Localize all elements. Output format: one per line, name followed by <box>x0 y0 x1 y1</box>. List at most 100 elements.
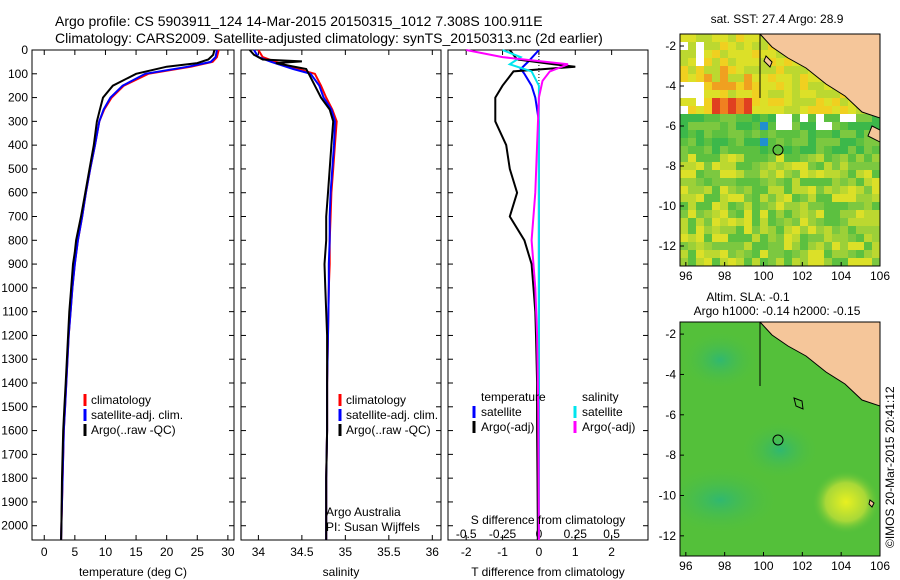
sst-cell <box>856 178 864 186</box>
sst-cell <box>776 234 784 242</box>
map-x-tick-label: 100 <box>753 269 773 283</box>
sst-cell <box>704 226 712 234</box>
map-y-tick-label: -12 <box>659 239 677 253</box>
sst-cell <box>856 234 864 242</box>
sst-cell <box>736 106 744 114</box>
sst-cell <box>824 90 832 98</box>
sst-map-ticks: 96 98 100 102 104 106 -2 -4 -6 -8 -10 -12 <box>659 39 891 283</box>
sst-cell <box>832 186 840 194</box>
sst-cell <box>696 226 704 234</box>
map-y-tick-label: -10 <box>659 488 677 502</box>
sst-map <box>680 34 880 266</box>
sst-cell <box>776 218 784 226</box>
sla-map <box>680 322 880 556</box>
sst-cell <box>752 50 760 58</box>
sst-cell <box>832 114 840 122</box>
sst-cell <box>704 42 712 50</box>
sst-cell <box>744 146 752 154</box>
sst-cell <box>704 58 712 66</box>
sst-cell <box>760 50 768 58</box>
sst-cell <box>768 122 776 130</box>
sst-cell <box>688 138 696 146</box>
sst-cell <box>752 138 760 146</box>
sst-cell <box>696 66 704 74</box>
sst-cell <box>824 154 832 162</box>
sst-cell <box>736 34 744 42</box>
sst-cell <box>720 42 728 50</box>
sst-cell <box>688 202 696 210</box>
sst-cell <box>696 42 704 50</box>
sst-cell <box>864 258 872 266</box>
salinity-xlabel: salinity <box>323 565 360 579</box>
sst-cell <box>784 210 792 218</box>
sst-cell <box>784 114 792 122</box>
sla-map-title-2: Argo h1000: -0.14 h2000: -0.15 <box>694 304 861 318</box>
sst-cell <box>760 130 768 138</box>
sst-cell <box>760 90 768 98</box>
sst-cell <box>776 58 784 66</box>
sst-cell <box>736 146 744 154</box>
sst-cell <box>704 154 712 162</box>
sst-cell <box>744 138 752 146</box>
sst-cell <box>680 90 688 98</box>
sst-cell <box>728 210 736 218</box>
sst-cell <box>704 234 712 242</box>
sst-cell <box>800 202 808 210</box>
sst-cell <box>840 122 848 130</box>
sst-cell <box>824 242 832 250</box>
sst-cell <box>864 162 872 170</box>
sst-cell <box>768 234 776 242</box>
sst-cell <box>728 186 736 194</box>
sst-cell <box>848 242 856 250</box>
sst-cell <box>688 170 696 178</box>
sst-cell <box>712 74 720 82</box>
sst-cell <box>856 122 864 130</box>
sst-cell <box>784 122 792 130</box>
sst-cell <box>752 258 760 266</box>
sst-cell <box>696 138 704 146</box>
sst-cell <box>752 42 760 50</box>
sst-cell <box>744 82 752 90</box>
sst-cell <box>736 114 744 122</box>
x-tick-label: 0 <box>536 545 543 559</box>
sst-cell <box>760 242 768 250</box>
sst-cell <box>744 66 752 74</box>
sst-cell <box>712 146 720 154</box>
sst-cell <box>728 98 736 106</box>
sst-cell <box>720 202 728 210</box>
sst-cell <box>728 250 736 258</box>
sst-cell <box>872 122 880 130</box>
sst-cell <box>808 130 816 138</box>
sst-cell <box>832 130 840 138</box>
sst-cell <box>832 194 840 202</box>
sst-cell <box>680 186 688 194</box>
header-line-1: Argo profile: CS 5903911_124 14-Mar-2015… <box>55 13 543 29</box>
sst-cell <box>696 106 704 114</box>
sst-cell <box>752 194 760 202</box>
sst-cell <box>728 42 736 50</box>
sst-cell <box>792 74 800 82</box>
sst-cell <box>784 218 792 226</box>
sst-cell <box>776 90 784 98</box>
sst-cell <box>840 250 848 258</box>
sst-cell <box>760 186 768 194</box>
sst-cell <box>768 98 776 106</box>
sst-cell <box>800 74 808 82</box>
sst-cell <box>864 130 872 138</box>
map-x-tick-label: 98 <box>718 269 732 283</box>
sst-cell <box>848 154 856 162</box>
sst-cell <box>824 106 832 114</box>
footer-credit: ©IMOS 20-Mar-2015 20:41:12 <box>883 386 897 548</box>
sst-cell <box>856 194 864 202</box>
sst-cell <box>800 226 808 234</box>
sst-cell <box>864 210 872 218</box>
sst-cell <box>776 122 784 130</box>
sst-cell <box>760 194 768 202</box>
map-x-tick-label: 102 <box>792 559 812 573</box>
legend-argo-label: Argo(..raw -QC) <box>91 423 176 437</box>
sst-cell <box>800 106 808 114</box>
map-y-tick-label: -2 <box>665 39 676 53</box>
sst-cell <box>784 130 792 138</box>
sst-cell <box>728 162 736 170</box>
sst-cell <box>808 226 816 234</box>
